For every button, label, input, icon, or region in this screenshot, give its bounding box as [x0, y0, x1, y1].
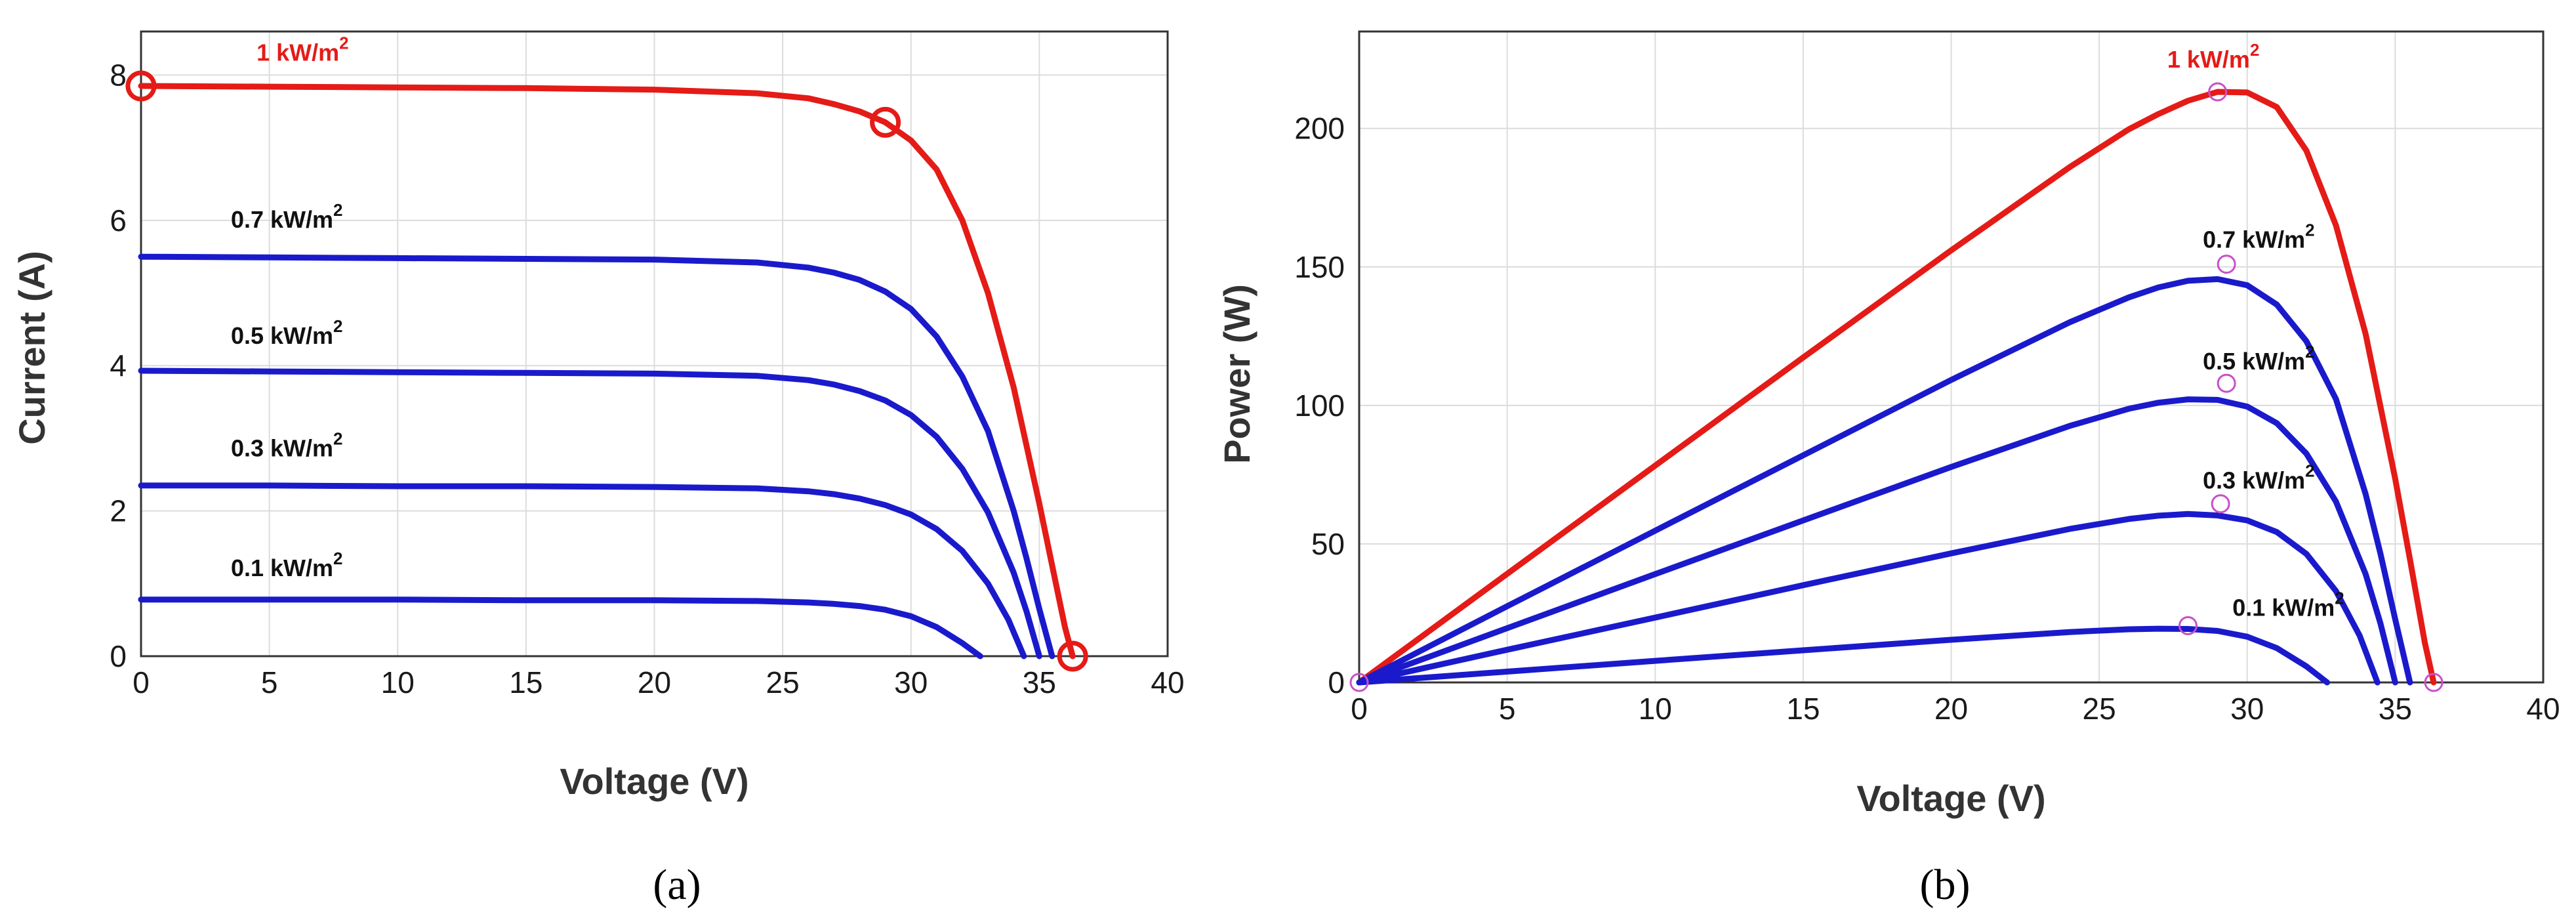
x-axis-title: Voltage (V) — [1856, 778, 2045, 819]
series-label: 0.7 kW/m2 — [2203, 220, 2315, 253]
mpp-marker — [125, 70, 157, 102]
y-tick-label: 50 — [1311, 527, 1345, 561]
y-tick-label: 100 — [1294, 388, 1345, 423]
series-label: 0.1 kW/m2 — [2232, 589, 2344, 621]
series-label: 1 kW/m2 — [2167, 40, 2260, 73]
series-label: 1 kW/m2 — [256, 33, 349, 66]
subfigure-caption: (b) — [1920, 861, 1971, 909]
x-tick-label: 30 — [2230, 692, 2264, 726]
series-line — [138, 596, 983, 659]
mpp-marker — [2208, 82, 2228, 102]
series-line — [1356, 511, 2381, 686]
y-tick-label: 4 — [110, 348, 127, 383]
series-label: 0.7 kW/m2 — [231, 200, 343, 233]
mpp-marker — [1349, 673, 1369, 692]
x-tick-label: 35 — [1023, 665, 1056, 699]
mpp-marker — [2217, 373, 2236, 393]
y-tick-label: 8 — [110, 58, 127, 92]
x-tick-label: 35 — [2379, 692, 2412, 726]
x-tick-label: 5 — [1499, 692, 1516, 726]
series-line — [1356, 276, 2413, 686]
series-line — [138, 83, 1076, 659]
mpp-marker — [2217, 255, 2236, 274]
x-tick-label: 20 — [638, 665, 671, 699]
x-tick-label: 15 — [509, 665, 542, 699]
x-tick-label: 0 — [133, 665, 150, 699]
plot-frame — [140, 30, 1169, 657]
series-label: 0.1 kW/m2 — [231, 549, 343, 581]
y-tick-label: 2 — [110, 494, 127, 528]
x-tick-label: 15 — [1786, 692, 1820, 726]
series-line — [1356, 625, 2331, 686]
series-line — [1356, 89, 2437, 686]
mpp-marker — [1057, 640, 1088, 672]
series-line — [138, 253, 1055, 659]
y-tick-label: 0 — [110, 639, 127, 673]
series-label: 0.3 kW/m2 — [2203, 461, 2315, 494]
x-tick-label: 20 — [1934, 692, 1968, 726]
chart-b: 0 5 10 15 20 25 30 35 40 0 50 100 150 200 1 kW/m2 0.7 k… — [1216, 30, 2560, 909]
y-tick-label: 0 — [1328, 665, 1345, 699]
series-label: 0.3 kW/m2 — [231, 429, 343, 462]
subfigure-caption: (a) — [653, 861, 701, 909]
y-axis-title: Power (W) — [1216, 284, 1257, 464]
mpp-marker — [2211, 494, 2230, 514]
y-axis-title: Current (A) — [11, 251, 52, 445]
plot-frame — [1358, 30, 2545, 684]
x-axis-title: Voltage (V) — [560, 761, 748, 802]
x-tick-label: 5 — [261, 665, 278, 699]
x-tick-label: 25 — [766, 665, 800, 699]
mpp-marker — [870, 106, 901, 138]
mpp-marker — [2424, 673, 2443, 692]
y-tick-label: 6 — [110, 203, 127, 238]
x-tick-label: 30 — [894, 665, 928, 699]
series-line — [138, 367, 1042, 659]
x-tick-label: 40 — [1151, 665, 1184, 699]
x-tick-label: 10 — [381, 665, 415, 699]
x-tick-label: 10 — [1639, 692, 1672, 726]
series-line — [1356, 396, 2398, 686]
x-tick-label: 0 — [1351, 692, 1368, 726]
y-tick-label: 200 — [1294, 112, 1345, 146]
y-tick-label: 150 — [1294, 250, 1345, 284]
mpp-marker — [2178, 615, 2198, 635]
series-line — [138, 482, 1027, 659]
x-tick-label: 40 — [2526, 692, 2560, 726]
series-label: 0.5 kW/m2 — [2203, 342, 2315, 375]
series-label: 0.5 kW/m2 — [231, 316, 343, 349]
x-tick-label: 25 — [2083, 692, 2116, 726]
chart-a: 0 5 10 15 20 25 30 35 40 0 2 4 6 8 1 kW/m2 0.7 kW/m2 0.5… — [11, 30, 1185, 909]
